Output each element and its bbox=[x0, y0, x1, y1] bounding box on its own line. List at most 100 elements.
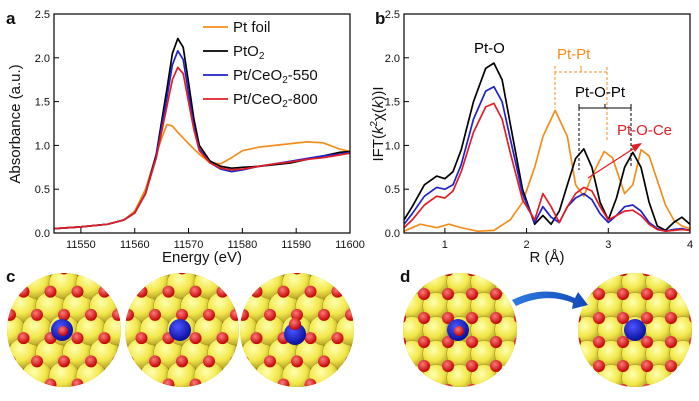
y-tick-label-b-3: 1.5 bbox=[385, 97, 400, 109]
o-atom bbox=[257, 262, 269, 274]
o-atom bbox=[58, 308, 70, 321]
ce-atom bbox=[363, 268, 393, 298]
o-atom bbox=[641, 384, 653, 387]
o-atom bbox=[31, 355, 43, 368]
ce-atom bbox=[694, 341, 699, 368]
o-atom bbox=[109, 379, 121, 391]
o-atom bbox=[689, 288, 692, 300]
o-atom bbox=[230, 308, 239, 321]
o-atom bbox=[125, 308, 134, 321]
o-atom bbox=[0, 379, 3, 391]
o-atom bbox=[125, 273, 134, 275]
o-atom bbox=[189, 285, 202, 298]
ce-atom bbox=[471, 389, 498, 401]
ce-atom bbox=[349, 384, 354, 387]
o-atom bbox=[617, 288, 629, 300]
o-atom bbox=[617, 312, 629, 324]
migration-arrow-shape bbox=[512, 291, 588, 309]
ce-atom bbox=[89, 384, 120, 387]
o-atom bbox=[641, 312, 653, 324]
o-atom bbox=[162, 378, 175, 387]
ylabel-part-0: IFT( bbox=[370, 134, 387, 162]
o-atom bbox=[189, 378, 202, 387]
y-tick-label-a-3: 1.5 bbox=[35, 97, 50, 109]
ce-atom bbox=[375, 317, 402, 344]
ce-atom bbox=[694, 365, 699, 392]
o-atom bbox=[44, 378, 57, 387]
o-atom bbox=[490, 360, 502, 372]
ylabel-part-3: χ( bbox=[370, 108, 387, 121]
pt-atom bbox=[284, 323, 306, 345]
ce-atom bbox=[519, 317, 546, 344]
ce-atom bbox=[519, 365, 546, 392]
o-atom bbox=[264, 308, 276, 321]
ce-atom bbox=[207, 384, 238, 387]
ce-atom bbox=[471, 245, 498, 272]
ce-atom bbox=[376, 338, 406, 368]
chart-a-ylabel: Absorbance (a.u.) bbox=[7, 64, 24, 183]
o-atom bbox=[112, 355, 121, 368]
annotation-pt-o-pt: Pt-O-Pt bbox=[575, 84, 626, 101]
ce-atom bbox=[694, 245, 699, 272]
o-atom bbox=[617, 360, 629, 372]
legend-label-ptceo2-800: Pt/CeO2-800 bbox=[233, 91, 318, 110]
ylabel-part-1: k bbox=[370, 125, 387, 134]
annotation-pt-o: Pt-O bbox=[474, 40, 505, 57]
o-atom bbox=[176, 355, 188, 368]
o-atom bbox=[538, 360, 550, 372]
panel-label-c: c bbox=[6, 267, 15, 286]
o-atom bbox=[403, 288, 406, 300]
annotation-pt-pt: Pt-Pt bbox=[557, 46, 591, 63]
o-atom bbox=[135, 285, 148, 298]
ce-atom bbox=[519, 269, 546, 296]
o-atom bbox=[7, 355, 16, 368]
o-atom bbox=[216, 332, 229, 345]
chart-b-ticks: 1 2 3 4 0.0 0.5 1.0 1.5 2.0 2.5 bbox=[385, 9, 693, 251]
ce-atom bbox=[598, 389, 625, 401]
chart-a-series-group bbox=[54, 37, 350, 230]
o-atom bbox=[126, 286, 138, 298]
ce-atom bbox=[363, 361, 393, 391]
chart-a-legend: Pt foil PtO2 Pt/CeO2-550 Pt/CeO2-800 bbox=[203, 19, 318, 110]
ce-atom bbox=[550, 269, 577, 296]
atomic-structures bbox=[0, 245, 699, 401]
o-atom bbox=[149, 308, 161, 321]
o-atom bbox=[466, 288, 478, 300]
o-atom bbox=[98, 285, 111, 298]
o-atom bbox=[250, 332, 263, 345]
o-atom bbox=[665, 384, 677, 387]
ce-atom bbox=[574, 389, 601, 401]
chart-a-xlabel: Energy (eV) bbox=[162, 249, 242, 266]
ce-atom bbox=[375, 365, 402, 392]
y-tick-label-a-1: 0.5 bbox=[35, 184, 50, 196]
o-atom bbox=[304, 332, 317, 345]
o-atom-on-pt bbox=[289, 318, 301, 330]
pt-atom bbox=[624, 319, 646, 341]
o-atom bbox=[284, 262, 296, 274]
o-atom bbox=[345, 355, 354, 368]
ce-atom bbox=[447, 245, 474, 272]
y-tick-label-b-4: 2.0 bbox=[385, 53, 400, 65]
annotation-pt-o-ce: Pt-O-Ce bbox=[617, 122, 672, 139]
o-atom bbox=[0, 332, 3, 344]
o-atom bbox=[264, 273, 276, 275]
ce-atom bbox=[694, 317, 699, 344]
o-atom bbox=[126, 379, 138, 391]
o-atom bbox=[538, 384, 550, 396]
o-atom bbox=[31, 273, 43, 275]
ylabel-part-2: 2 bbox=[369, 121, 380, 127]
o-atom bbox=[291, 308, 303, 321]
chart-a: 11550 11560 11570 11580 11590 11600 0.0 0.5 1.0 1… bbox=[7, 9, 365, 266]
o-atom bbox=[641, 336, 653, 348]
o-atom bbox=[418, 384, 430, 387]
chart-b-frame bbox=[403, 13, 691, 234]
o-atom bbox=[189, 332, 202, 345]
o-atom bbox=[98, 378, 111, 387]
o-atom bbox=[403, 384, 406, 387]
ce-atom bbox=[447, 389, 474, 401]
structure-4 bbox=[550, 245, 699, 401]
ce-atom bbox=[102, 361, 121, 387]
arrow-pt-o-ce-head bbox=[631, 143, 642, 152]
o-atom bbox=[490, 336, 502, 348]
y-tick-label-a-5: 2.5 bbox=[35, 9, 50, 21]
